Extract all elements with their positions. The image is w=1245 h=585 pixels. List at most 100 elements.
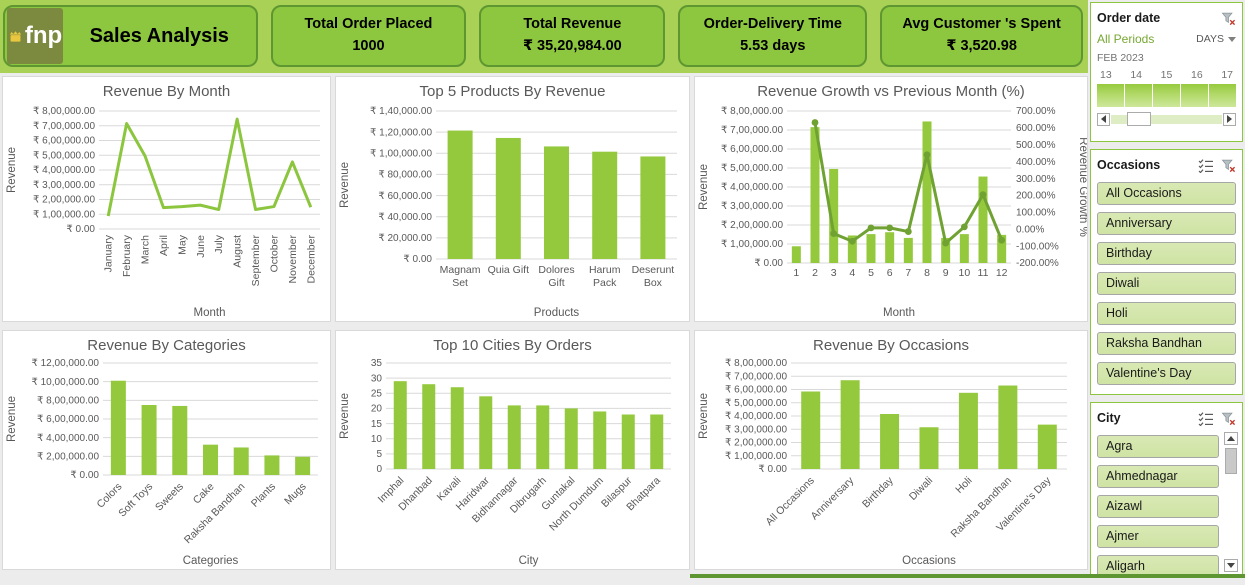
timeline-day-segment[interactable]: [1125, 84, 1152, 107]
svg-text:₹ 6,00,000.00: ₹ 6,00,000.00: [33, 136, 95, 147]
slicer-item-agra[interactable]: Agra: [1097, 435, 1219, 458]
svg-text:₹ 6,00,000.00: ₹ 6,00,000.00: [37, 414, 99, 425]
svg-text:12: 12: [996, 267, 1008, 279]
multi-select-icon[interactable]: [1198, 158, 1214, 173]
slicer-item-aizawl[interactable]: Aizawl: [1097, 495, 1219, 518]
svg-text:4: 4: [849, 267, 855, 279]
svg-text:₹ 2,00,000.00: ₹ 2,00,000.00: [37, 452, 99, 463]
scroll-thumb[interactable]: [1225, 448, 1237, 474]
svg-text:City: City: [519, 555, 539, 567]
clear-filter-icon[interactable]: [1221, 411, 1236, 426]
granularity-label: DAYS: [1196, 33, 1224, 45]
kpi-label: Total Order Placed: [304, 16, 433, 33]
chart-revenue-by-occasions: Revenue By Occasions ₹ 8,00,000.00 ₹ 7,00,…: [694, 330, 1088, 570]
chart-top-10-cities: Top 10 Cities By Orders 35 30 25 20 15 10 5 0 Imp…: [335, 330, 690, 570]
logo-text: fnp: [24, 22, 63, 49]
scroll-up-button[interactable]: [1224, 432, 1238, 445]
svg-text:300.00%: 300.00%: [1016, 174, 1056, 185]
svg-text:Top 10 Cities By Orders: Top 10 Cities By Orders: [433, 337, 591, 354]
svg-text:Dolores: Dolores: [538, 264, 574, 276]
slicer-item-raksha-bandhan[interactable]: Raksha Bandhan: [1097, 332, 1236, 355]
timeline-day-segment[interactable]: [1209, 84, 1236, 107]
city-scrollbar[interactable]: [1224, 432, 1238, 572]
svg-text:₹ 8,00,000.00: ₹ 8,00,000.00: [33, 106, 95, 117]
revenue-by-month-svg: Revenue By Month ₹ 8,00,000.00 ₹ 7,00,000.…: [6, 83, 320, 319]
svg-text:7: 7: [905, 267, 911, 279]
svg-text:Plants: Plants: [249, 481, 278, 510]
bottom-green-strip: [690, 574, 1245, 578]
svg-text:₹ 8,00,000.00: ₹ 8,00,000.00: [725, 358, 787, 369]
scroll-down-button[interactable]: [1224, 559, 1238, 572]
timeline-day-segment[interactable]: [1097, 84, 1124, 107]
scroll-track[interactable]: [1111, 111, 1222, 126]
svg-text:₹ 4,00,000.00: ₹ 4,00,000.00: [37, 433, 99, 444]
svg-text:Month: Month: [194, 307, 226, 319]
svg-text:Holi: Holi: [953, 475, 974, 496]
svg-text:11: 11: [978, 267, 989, 279]
gift-box-icon: [9, 30, 21, 42]
svg-text:Sweets: Sweets: [153, 481, 186, 514]
slicer-item-holi[interactable]: Holi: [1097, 302, 1236, 325]
timeline-day-segment[interactable]: [1153, 84, 1180, 107]
day-label: 13: [1100, 69, 1112, 81]
svg-text:Revenue By Month: Revenue By Month: [103, 83, 231, 100]
svg-text:₹ 4,00,000.00: ₹ 4,00,000.00: [721, 182, 783, 193]
timeline-month-label: FEB 2023: [1097, 52, 1144, 64]
svg-text:₹ 10,00,000.00: ₹ 10,00,000.00: [31, 377, 99, 388]
svg-text:₹ 6,00,000.00: ₹ 6,00,000.00: [721, 144, 783, 155]
svg-text:January: January: [103, 234, 115, 272]
svg-text:Occasions: Occasions: [902, 555, 956, 567]
occasions-title: Occasions: [1097, 158, 1161, 172]
multi-select-icon[interactable]: [1198, 411, 1214, 426]
day-label: 16: [1190, 69, 1203, 81]
svg-text:100.00%: 100.00%: [1016, 208, 1056, 219]
svg-text:500.00%: 500.00%: [1016, 140, 1056, 151]
slicer-item-birthday[interactable]: Birthday: [1097, 242, 1236, 265]
svg-text:Revenue Growth %: Revenue Growth %: [1077, 137, 1087, 237]
svg-text:6: 6: [887, 267, 893, 279]
slicer-item-valentines-day[interactable]: Valentine's Day: [1097, 362, 1236, 385]
svg-text:₹ 5,00,000.00: ₹ 5,00,000.00: [33, 150, 95, 161]
svg-text:₹ 3,00,000.00: ₹ 3,00,000.00: [725, 424, 787, 435]
granularity-dropdown[interactable]: DAYS: [1196, 33, 1236, 45]
svg-text:October: October: [268, 235, 280, 273]
slicer-item-ajmer[interactable]: Ajmer: [1097, 525, 1219, 548]
top-10-cities-svg: Top 10 Cities By Orders35302520151050Imp…: [339, 337, 671, 567]
svg-text:₹ 5,00,000.00: ₹ 5,00,000.00: [721, 163, 783, 174]
svg-text:May: May: [176, 234, 188, 255]
svg-text:Harum: Harum: [589, 264, 621, 276]
kpi-value: ₹ 35,20,984.00: [522, 38, 622, 54]
scroll-thumb[interactable]: [1127, 111, 1151, 126]
timeline-day-segment[interactable]: [1181, 84, 1208, 107]
svg-text:Revenue By Occasions: Revenue By Occasions: [813, 337, 969, 354]
svg-text:0: 0: [376, 464, 382, 475]
clear-filter-icon[interactable]: [1221, 11, 1236, 26]
svg-text:September: September: [250, 235, 262, 287]
city-title: City: [1097, 411, 1121, 425]
svg-text:Revenue: Revenue: [339, 393, 351, 439]
scroll-left-button[interactable]: [1097, 112, 1110, 126]
slicer-item-anniversary[interactable]: Anniversary: [1097, 212, 1236, 235]
order-date-title: Order date: [1097, 11, 1161, 25]
timeline-scrollbar[interactable]: [1097, 111, 1236, 126]
svg-text:1: 1: [793, 267, 799, 279]
day-label: 17: [1221, 69, 1233, 81]
timeline-selection-bar[interactable]: [1097, 84, 1236, 107]
top-5-products-svg: Top 5 Products By Revenue ₹ 1,40,000.00 ₹ …: [339, 83, 677, 319]
chart-top-5-products: Top 5 Products By Revenue ₹ 1,40,000.00 ₹ …: [335, 76, 690, 322]
svg-text:5: 5: [868, 267, 874, 279]
svg-text:Revenue: Revenue: [6, 147, 18, 193]
occasions-slicer: Occasions All Occasions Anniversary Birt…: [1090, 149, 1243, 395]
slicer-item-diwali[interactable]: Diwali: [1097, 272, 1236, 295]
svg-text:Month: Month: [883, 307, 915, 319]
svg-text:30: 30: [371, 373, 383, 384]
svg-text:Revenue: Revenue: [698, 164, 710, 210]
slicer-item-all-occasions[interactable]: All Occasions: [1097, 182, 1236, 205]
kpi-value: 5.53 days: [740, 38, 806, 54]
clear-filter-icon[interactable]: [1221, 158, 1236, 173]
kpi-label: Avg Customer 's Spent: [902, 16, 1061, 33]
slicer-item-ahmednagar[interactable]: Ahmednagar: [1097, 465, 1219, 488]
svg-text:10: 10: [958, 267, 970, 279]
scroll-right-button[interactable]: [1223, 112, 1236, 126]
svg-text:10: 10: [371, 434, 383, 445]
